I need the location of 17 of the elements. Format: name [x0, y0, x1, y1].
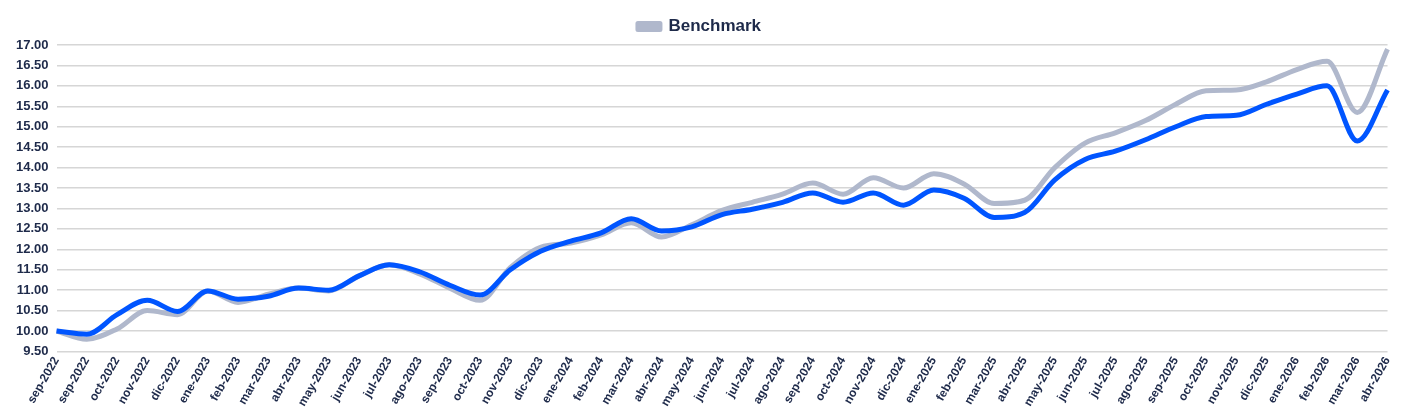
y-tick-label: 10.50 [15, 302, 49, 318]
y-tick-label: 11.50 [16, 261, 49, 277]
y-tick-label: 13.50 [15, 179, 49, 195]
y-tick-label: 12.50 [15, 220, 49, 236]
legend-label: Benchmark [668, 16, 762, 36]
y-tick-label: 9.50 [23, 343, 49, 358]
y-tick-label: 15.50 [15, 97, 49, 113]
y-tick-label: 15.00 [15, 118, 49, 134]
y-tick-label: 13.00 [15, 200, 49, 215]
y-tick-label: 17.00 [15, 36, 49, 52]
y-tick-label: 16.50 [15, 57, 49, 73]
y-tick-label: 14.50 [15, 138, 49, 154]
y-tick-label: 12.00 [15, 240, 49, 256]
y-tick-label: 11.00 [16, 281, 49, 297]
y-tick-label: 16.00 [15, 77, 49, 93]
y-tick-label: 10.00 [15, 322, 49, 338]
y-tick-label: 14.00 [15, 159, 49, 175]
